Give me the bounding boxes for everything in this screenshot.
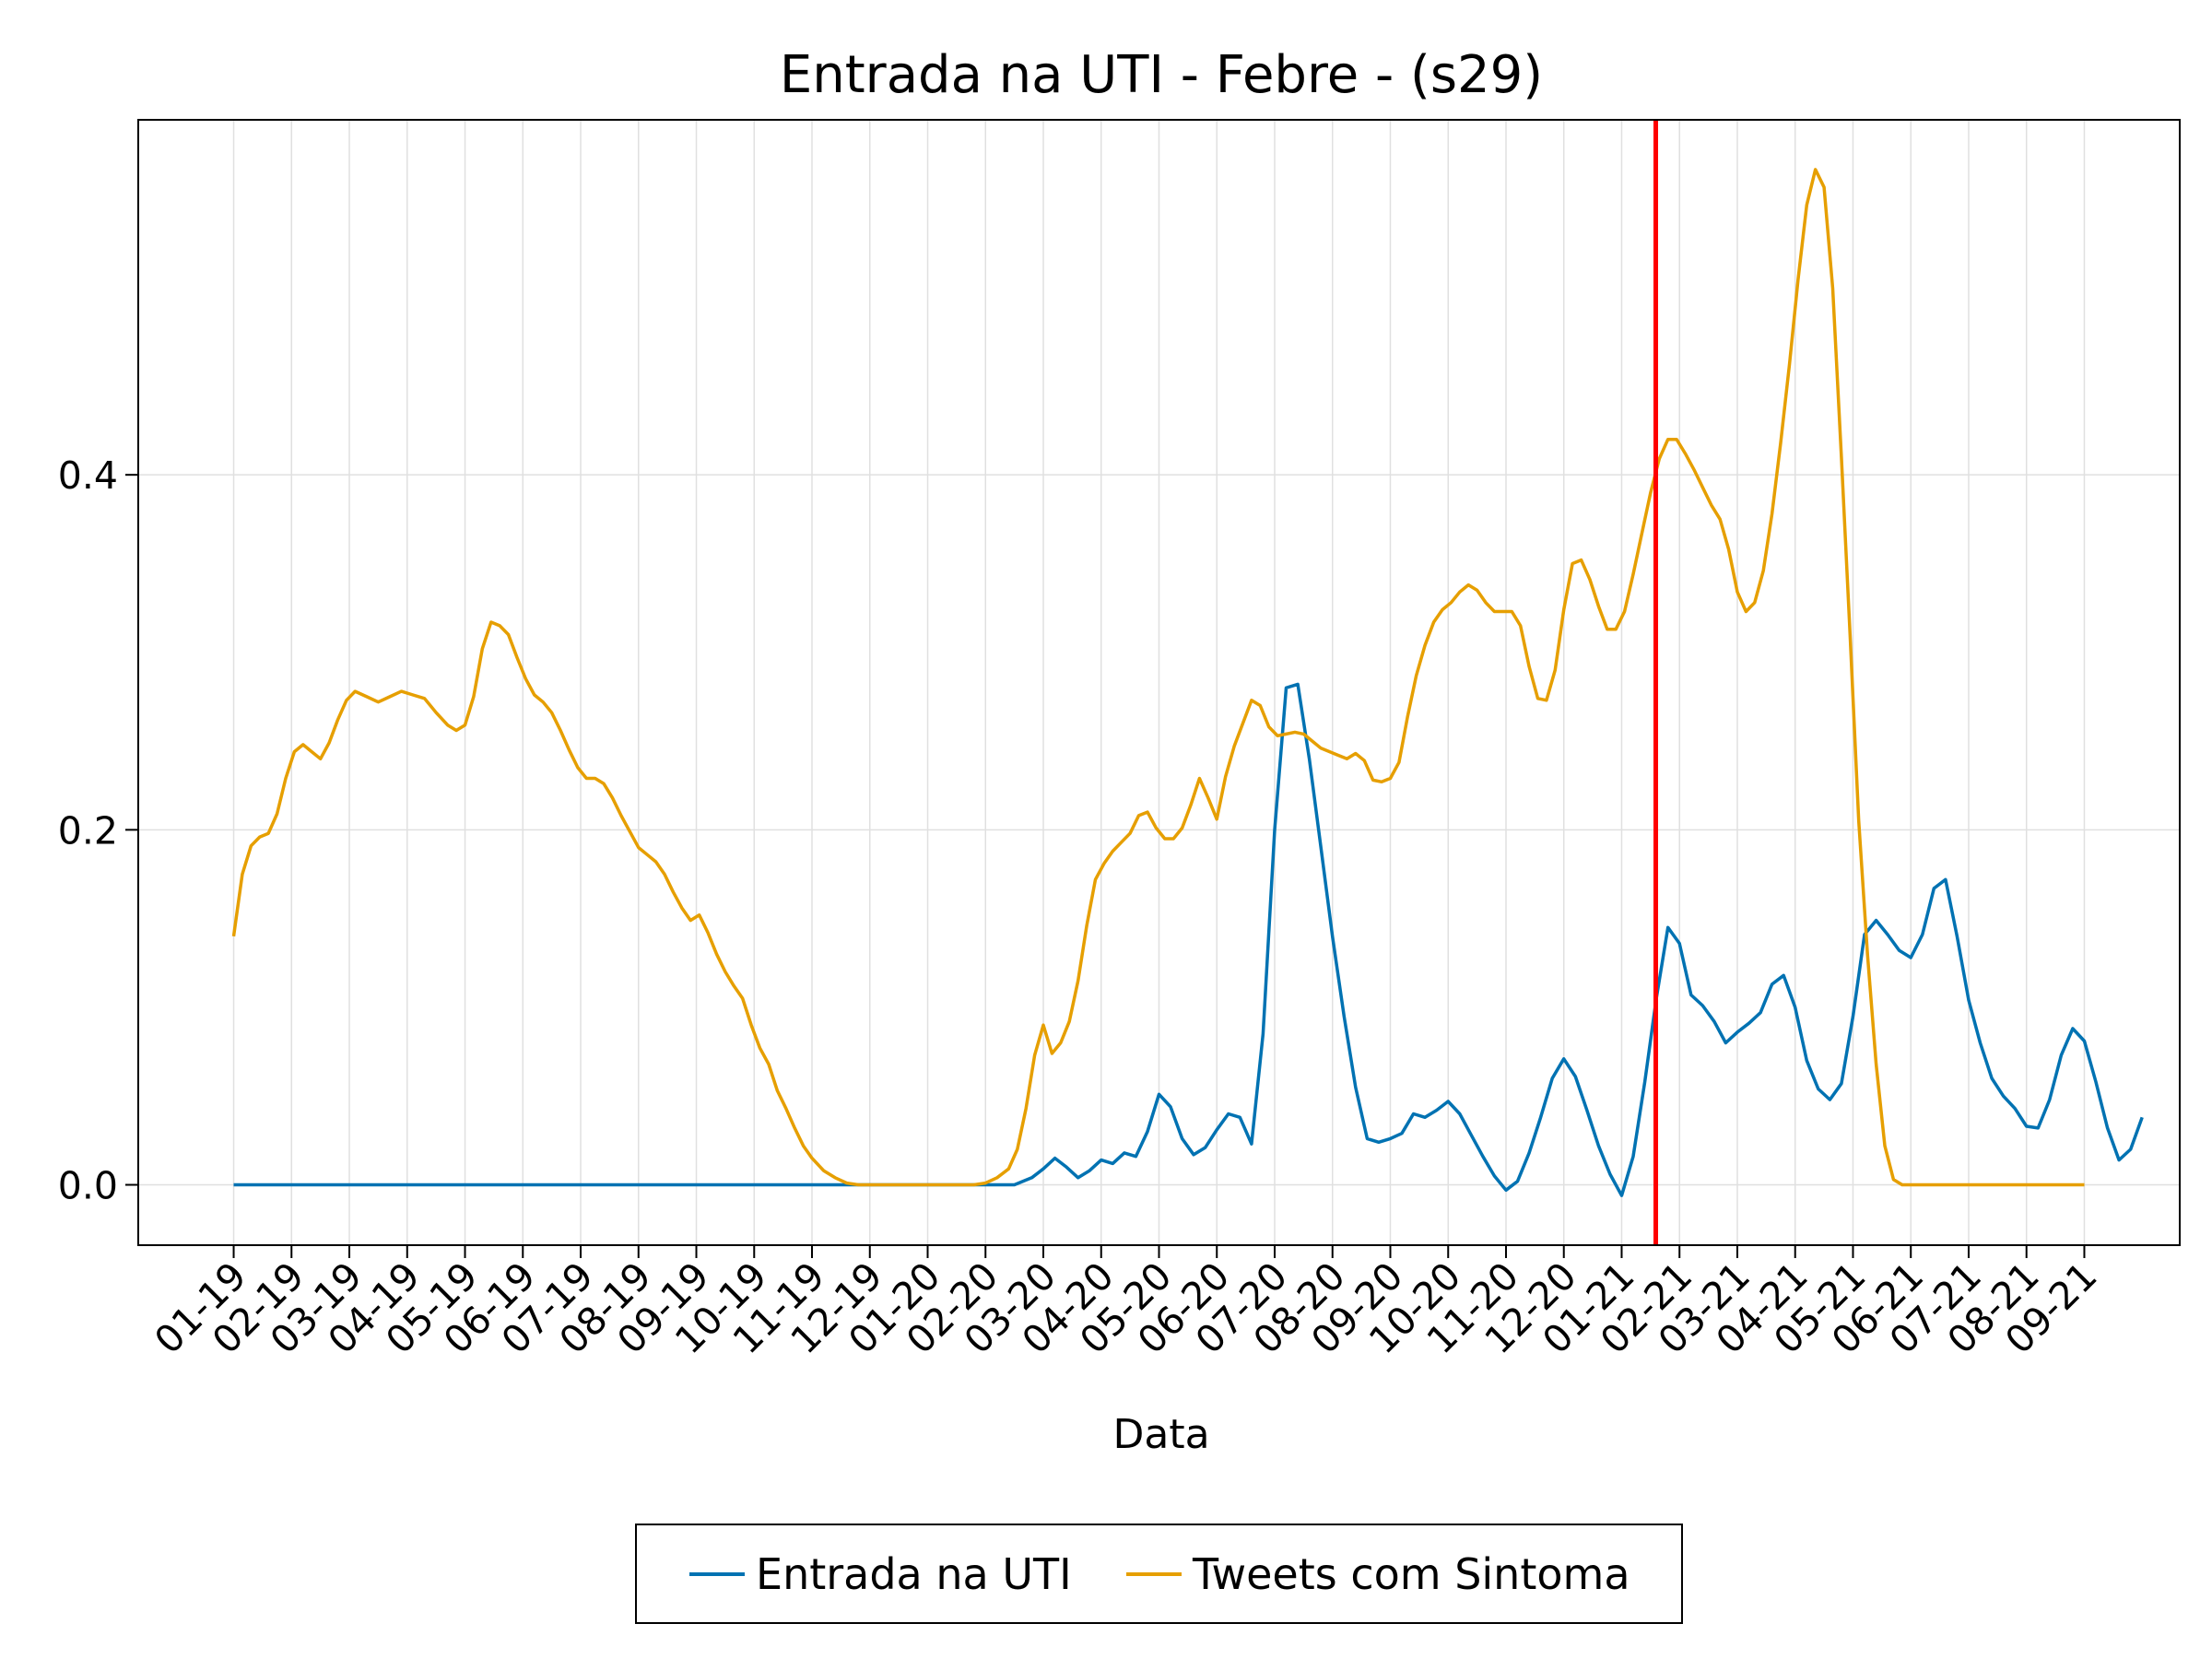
x-axis-label: Data (1112, 1411, 1209, 1458)
legend-label-tweets-com-sintoma: Tweets com Sintoma (1192, 1549, 1630, 1599)
series-line-0 (233, 682, 2144, 1197)
series-line-1 (231, 168, 2085, 1187)
plot-lines (231, 120, 2144, 1245)
legend: Entrada na UTI Tweets com Sintoma (635, 1524, 1683, 1624)
y-axis-ticks: 0.0 0.2 0.4 (58, 453, 138, 1208)
y-tick-label: 0.2 (58, 808, 118, 853)
legend-label-entrada-na-uti: Entrada na UTI (756, 1549, 1072, 1599)
y-tick-label: 0.0 (58, 1164, 118, 1208)
grid (138, 120, 2180, 1245)
y-tick-label: 0.4 (58, 453, 118, 498)
chart-title: Entrada na UTI - Febre - (s29) (780, 45, 1543, 105)
